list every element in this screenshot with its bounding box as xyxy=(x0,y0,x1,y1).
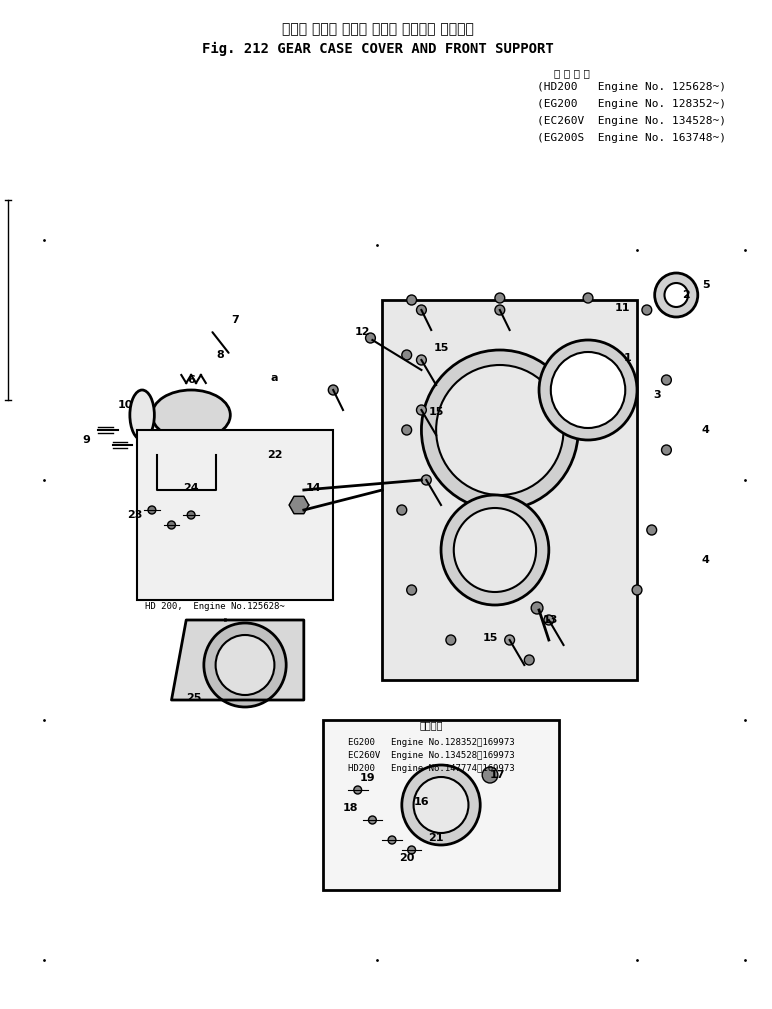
Circle shape xyxy=(204,623,286,707)
Circle shape xyxy=(417,405,426,415)
Circle shape xyxy=(441,495,549,605)
Text: ギヤー ケース カバー および フロント サポート: ギヤー ケース カバー および フロント サポート xyxy=(283,22,474,36)
Circle shape xyxy=(366,333,375,343)
Circle shape xyxy=(454,508,536,592)
Text: 23: 23 xyxy=(127,510,143,520)
Circle shape xyxy=(407,585,417,595)
Circle shape xyxy=(401,765,480,845)
Circle shape xyxy=(401,350,411,360)
Circle shape xyxy=(414,777,469,833)
Text: a: a xyxy=(271,373,278,383)
Text: 9: 9 xyxy=(83,435,90,445)
Text: 15: 15 xyxy=(428,407,444,417)
Text: 12: 12 xyxy=(355,327,371,337)
Text: 6: 6 xyxy=(187,375,195,385)
Circle shape xyxy=(168,521,175,529)
Text: 適用号機: 適用号機 xyxy=(419,720,443,730)
Ellipse shape xyxy=(152,390,230,440)
Circle shape xyxy=(632,585,642,595)
Circle shape xyxy=(662,375,672,385)
Text: 24: 24 xyxy=(183,483,199,493)
Circle shape xyxy=(417,305,426,315)
Circle shape xyxy=(482,767,498,783)
Circle shape xyxy=(495,305,505,315)
Text: 5: 5 xyxy=(702,281,709,290)
Text: HD 200,  Engine No.125628~: HD 200, Engine No.125628~ xyxy=(145,602,285,611)
Text: (EG200S  Engine No. 163748~): (EG200S Engine No. 163748~) xyxy=(537,133,726,143)
FancyBboxPatch shape xyxy=(323,720,559,890)
Text: 2: 2 xyxy=(682,290,690,300)
Text: 10: 10 xyxy=(118,400,133,410)
Polygon shape xyxy=(290,496,309,514)
Circle shape xyxy=(422,475,432,485)
Circle shape xyxy=(417,355,426,365)
Text: 8: 8 xyxy=(217,350,225,360)
Text: EG200   Engine No.128352－169973: EG200 Engine No.128352－169973 xyxy=(348,738,514,747)
Text: 22: 22 xyxy=(266,450,282,460)
Circle shape xyxy=(662,445,672,455)
Polygon shape xyxy=(171,620,304,700)
Text: (EG200   Engine No. 128352~): (EG200 Engine No. 128352~) xyxy=(537,99,726,109)
Circle shape xyxy=(642,305,652,315)
Text: 3: 3 xyxy=(653,390,661,400)
Circle shape xyxy=(388,836,396,844)
Circle shape xyxy=(446,635,455,645)
Circle shape xyxy=(550,352,625,428)
Text: 20: 20 xyxy=(399,853,415,863)
Circle shape xyxy=(401,425,411,435)
Text: 4: 4 xyxy=(702,555,709,565)
Circle shape xyxy=(524,655,534,665)
Circle shape xyxy=(495,293,505,303)
Text: 21: 21 xyxy=(428,833,444,843)
Ellipse shape xyxy=(130,390,154,440)
Circle shape xyxy=(505,635,514,645)
Circle shape xyxy=(354,786,361,794)
Text: 1: 1 xyxy=(623,353,631,363)
Text: 11: 11 xyxy=(615,303,630,313)
Text: 19: 19 xyxy=(360,773,375,783)
Circle shape xyxy=(665,283,688,307)
Text: 15: 15 xyxy=(482,633,498,643)
FancyBboxPatch shape xyxy=(382,300,637,680)
Circle shape xyxy=(368,816,376,824)
Circle shape xyxy=(187,511,195,519)
Text: HD200   Engine No.147774－169973: HD200 Engine No.147774－169973 xyxy=(348,764,514,773)
Circle shape xyxy=(408,846,415,854)
Circle shape xyxy=(531,602,543,614)
Text: 15: 15 xyxy=(433,343,449,353)
Text: 25: 25 xyxy=(186,693,201,703)
Text: 適 用 号 機: 適 用 号 機 xyxy=(554,68,590,78)
Text: 4: 4 xyxy=(702,425,709,435)
Circle shape xyxy=(328,385,338,395)
Circle shape xyxy=(215,635,274,695)
Text: 18: 18 xyxy=(343,803,359,813)
Circle shape xyxy=(407,295,417,305)
Circle shape xyxy=(397,504,407,515)
Circle shape xyxy=(539,340,637,440)
Circle shape xyxy=(148,506,156,514)
Text: 7: 7 xyxy=(232,315,239,325)
Circle shape xyxy=(436,365,564,495)
Circle shape xyxy=(422,350,578,510)
Circle shape xyxy=(583,293,593,303)
Text: 14: 14 xyxy=(306,483,321,493)
Text: (EC260V  Engine No. 134528~): (EC260V Engine No. 134528~) xyxy=(537,116,726,126)
Circle shape xyxy=(655,273,698,317)
Text: (HD200   Engine No. 125628~): (HD200 Engine No. 125628~) xyxy=(537,82,726,92)
Bar xyxy=(137,430,334,600)
Text: Fig. 212 GEAR CASE COVER AND FRONT SUPPORT: Fig. 212 GEAR CASE COVER AND FRONT SUPPO… xyxy=(202,42,554,57)
Text: 17: 17 xyxy=(490,770,506,780)
Circle shape xyxy=(647,525,657,535)
Text: 16: 16 xyxy=(414,797,429,807)
Text: EC260V  Engine No.134528－169973: EC260V Engine No.134528－169973 xyxy=(348,751,514,760)
Circle shape xyxy=(544,615,554,625)
Text: 13: 13 xyxy=(543,615,558,625)
